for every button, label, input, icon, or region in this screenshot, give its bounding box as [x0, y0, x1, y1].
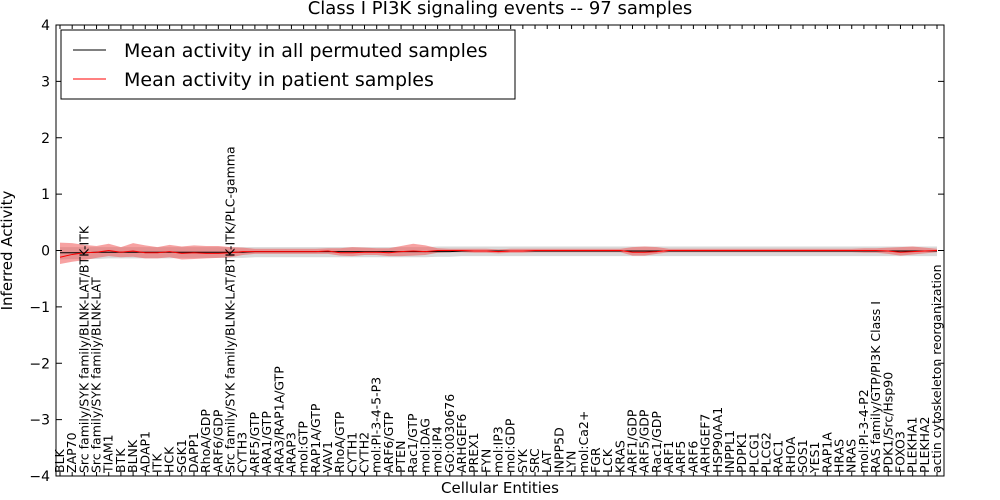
y-tick-label: 2 [41, 131, 50, 147]
x-category-label: ZAP70 [64, 432, 79, 473]
x-category-label: ARHGEF7 [698, 414, 713, 473]
x-category-label: SYK [515, 448, 530, 473]
y-axis-label: Inferred Activity [0, 190, 16, 310]
x-category-label: LYN [564, 451, 579, 473]
x-category-label: BTK [113, 448, 128, 473]
legend-label-permuted: Mean activity in all permuted samples [124, 40, 487, 62]
x-category-label: YES1 [807, 442, 822, 474]
x-category-label: PDK1/Src/Hsp90 [880, 372, 895, 473]
x-category-label: CYTH3 [235, 432, 250, 473]
y-tick-label: −2 [29, 356, 50, 372]
legend-label-patient: Mean activity in patient samples [124, 69, 434, 91]
x-category-label: RAS family/GTP/PI3K Class I [868, 301, 883, 473]
x-category-label: LAT [539, 450, 554, 473]
y-tick-label: 3 [41, 74, 50, 90]
x-category-label: FYN [478, 449, 493, 473]
x-category-label: Rac1/GDP [649, 411, 664, 473]
x-category-label: mol:IP3 [491, 426, 506, 473]
x-category-label: mol:DAG [417, 418, 432, 473]
x-category-label: Src family/SYK family/BLNK-LAT/BTK-ITK [76, 225, 91, 473]
x-category-label: PLCG1 [746, 432, 761, 473]
x-category-label: ARF5 [673, 441, 688, 473]
x-category-label: Src family/SYK family/BLNK-LAT/BTK-ITK/P… [223, 146, 238, 473]
y-tick-label: −1 [29, 300, 50, 316]
x-category-label: mol:IP4 [430, 426, 445, 473]
x-category-label: BLK [52, 448, 67, 473]
x-category-label: ARA3/RAP1A/GTP [271, 366, 286, 473]
x-category-label: RHOA [783, 436, 798, 473]
x-category-label: PLCG2 [758, 432, 773, 473]
x-category-label: ARF5/GTP [247, 412, 262, 473]
x-category-label: TIAM1 [101, 434, 116, 474]
y-tick-label: −3 [29, 413, 50, 429]
x-category-label: Src family/SYK family/BLNK-LAT [89, 277, 104, 473]
x-category-label: HRAS [832, 439, 847, 473]
x-category-label: LCK [600, 448, 615, 473]
x-category-label: RAP1A/GTP [308, 403, 323, 473]
x-category-label: SGK1 [174, 439, 189, 473]
x-category-label: FGR [588, 447, 603, 473]
x-category-label: PLEKHA2 [917, 416, 932, 473]
y-tick-label: −4 [29, 469, 50, 485]
x-category-label: PLEKHA1 [905, 416, 920, 473]
confidence-band-1 [60, 242, 937, 265]
legend: Mean activity in all permuted samples Me… [60, 29, 516, 100]
x-category-label: ARAP3 [283, 432, 298, 473]
x-category-label: RhoA/GTP [332, 411, 347, 473]
x-category-label: actin cytoskeleton reorganization [929, 264, 944, 473]
x-category-label: ARF1/GDP [624, 409, 639, 473]
x-category-label: ARA1/GTP [259, 411, 274, 473]
x-category-label: GO:0030676 [442, 394, 457, 473]
y-tick-label: 4 [41, 18, 50, 34]
x-category-label: DAPP1 [186, 432, 201, 473]
x-category-label: RAP1A [819, 432, 834, 473]
x-category-label: PDPK1 [734, 432, 749, 473]
x-category-label: CYTH1 [344, 432, 359, 473]
x-category-label: CYTH2 [357, 432, 372, 473]
x-category-label: HSP90AA1 [710, 407, 725, 473]
x-category-label: ARF1 [661, 441, 676, 473]
x-category-label: HCK [162, 446, 177, 473]
x-category-label: INPP5D [551, 427, 566, 473]
x-category-label: RhoA/GDP [198, 409, 213, 473]
series-line-0 [60, 250, 937, 254]
x-category-label: PREX1 [466, 432, 481, 473]
x-category-label: FOXO3 [892, 431, 907, 473]
x-category-label: ITK [149, 453, 164, 473]
series-line-1 [59, 249, 938, 258]
x-axis-label: Cellular Entities [441, 479, 559, 497]
x-category-label: BLNK [125, 439, 140, 473]
legend-box [60, 29, 516, 100]
chart-title: Class I PI3K signaling events -- 97 samp… [308, 0, 693, 19]
x-category-label: mol:PI-3-4-P2 [856, 389, 871, 473]
x-category-label: ARF6 [685, 441, 700, 473]
x-category-label: ARF6/GTP [381, 412, 396, 473]
x-category-label: mol:GTP [296, 421, 311, 473]
x-category-label: KRAS [612, 440, 627, 473]
x-category-label: SRC [527, 448, 542, 473]
x-category-label: ARHGEF6 [454, 414, 469, 473]
y-tick-label: 1 [41, 187, 50, 203]
x-category-label: Rac1/GTP [405, 413, 420, 473]
x-category-label: PTEN [393, 441, 408, 473]
x-category-label: ARF6/GDP [210, 409, 225, 473]
x-category-label: mol:GDP [503, 418, 518, 473]
y-tick-label: 0 [41, 244, 50, 260]
x-category-label: SOS1 [795, 439, 810, 473]
x-category-label: RAC1 [771, 440, 786, 473]
x-category-label: ARF5/GDP [637, 409, 652, 473]
x-category-label: ADAP1 [137, 431, 152, 473]
x-category-label: mol:PI-3-4-5-P3 [369, 377, 384, 473]
x-category-label: VAV1 [320, 441, 335, 473]
x-category-label: INPPL1 [722, 430, 737, 473]
x-category-label: NRAS [844, 439, 859, 473]
x-category-label: mol:Ca2+ [576, 411, 591, 473]
